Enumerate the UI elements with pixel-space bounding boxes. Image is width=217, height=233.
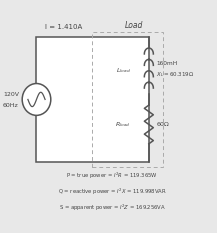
Text: 120V: 120V xyxy=(3,93,19,97)
Text: $60\Omega$: $60\Omega$ xyxy=(156,120,171,128)
Text: $R_{load}$: $R_{load}$ xyxy=(115,120,130,129)
Text: Load: Load xyxy=(124,21,143,30)
Bar xyxy=(92,32,163,167)
Text: P = true power = $I^2R$ = 119.365W: P = true power = $I^2R$ = 119.365W xyxy=(66,171,158,181)
Text: $L_{load}$: $L_{load}$ xyxy=(116,67,130,75)
Circle shape xyxy=(22,83,51,115)
Text: 60Hz: 60Hz xyxy=(3,103,19,108)
Text: $X_L = 60.319\Omega$: $X_L = 60.319\Omega$ xyxy=(156,70,194,79)
Text: S = apparent power = $I^2Z$ = 169.256VA: S = apparent power = $I^2Z$ = 169.256VA xyxy=(59,202,166,213)
Text: 160mH: 160mH xyxy=(156,61,177,65)
Bar xyxy=(36,37,149,162)
Text: I = 1.410A: I = 1.410A xyxy=(45,24,83,30)
Text: Q = reactive power = $I^2X$ = 119.998VAR: Q = reactive power = $I^2X$ = 119.998VAR xyxy=(58,186,167,197)
